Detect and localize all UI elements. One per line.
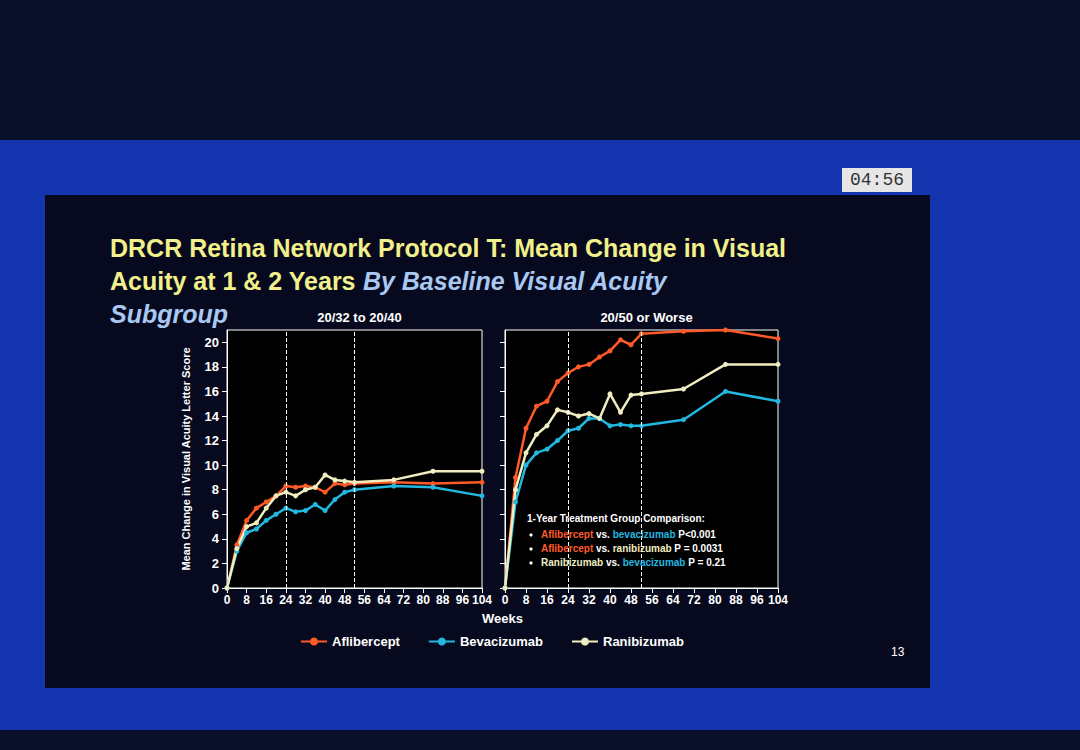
svg-text:80: 80 [708, 593, 722, 607]
svg-text:96: 96 [456, 593, 470, 607]
svg-text:56: 56 [645, 593, 659, 607]
svg-text:20: 20 [205, 335, 219, 350]
svg-text:48: 48 [624, 593, 638, 607]
svg-text:8: 8 [212, 482, 219, 497]
svg-text:64: 64 [377, 593, 391, 607]
svg-text:14: 14 [205, 409, 220, 424]
svg-text:24: 24 [279, 593, 293, 607]
svg-text:32: 32 [299, 593, 313, 607]
svg-text:vs.: vs. [596, 543, 610, 554]
svg-text:Aflibercept: Aflibercept [541, 529, 594, 540]
svg-text:96: 96 [750, 593, 764, 607]
svg-text:16: 16 [205, 384, 219, 399]
svg-text:bevacizumab: bevacizumab [613, 529, 676, 540]
svg-text:1-Year Treatment Group Compari: 1-Year Treatment Group Comparison: [527, 513, 705, 524]
svg-text:104: 104 [472, 593, 492, 607]
svg-text:bevacizumab: bevacizumab [623, 557, 686, 568]
svg-text:13: 13 [891, 645, 905, 659]
svg-text:72: 72 [687, 593, 701, 607]
svg-text:8: 8 [523, 593, 530, 607]
svg-text:80: 80 [416, 593, 430, 607]
svg-text:Mean Change in Visual Acuity L: Mean Change in Visual Acuity Letter Scor… [180, 347, 192, 570]
svg-text:vs.: vs. [606, 557, 620, 568]
svg-text:0: 0 [502, 593, 509, 607]
svg-text:Ranibizumab: Ranibizumab [541, 557, 603, 568]
svg-text:8: 8 [243, 593, 250, 607]
svg-text:DRCR Retina Network Protocol T: DRCR Retina Network Protocol T: Mean Cha… [110, 234, 786, 262]
svg-text:Bevacizumab: Bevacizumab [460, 634, 543, 649]
svg-text:Aflibercept: Aflibercept [541, 543, 594, 554]
svg-text:56: 56 [358, 593, 372, 607]
svg-text:32: 32 [582, 593, 596, 607]
svg-text:48: 48 [338, 593, 352, 607]
svg-text:40: 40 [603, 593, 617, 607]
svg-text:104: 104 [768, 593, 788, 607]
svg-text:20/32 to 20/40: 20/32 to 20/40 [317, 310, 402, 325]
svg-text:Weeks: Weeks [482, 611, 523, 626]
svg-text:By Baseline Visual Acuity: By Baseline Visual Acuity [363, 267, 668, 295]
svg-text:P = 0.0031: P = 0.0031 [674, 543, 723, 554]
svg-text:04:56: 04:56 [850, 170, 904, 190]
svg-text:72: 72 [397, 593, 411, 607]
svg-text:0: 0 [224, 593, 231, 607]
svg-text:P = 0.21: P = 0.21 [688, 557, 726, 568]
svg-text:0: 0 [212, 581, 219, 596]
svg-text:P<0.001: P<0.001 [678, 529, 716, 540]
svg-text:88: 88 [729, 593, 743, 607]
svg-text:10: 10 [205, 458, 219, 473]
svg-text:Acuity at 1 & 2 Years: Acuity at 1 & 2 Years [110, 267, 362, 295]
svg-text:24: 24 [561, 593, 575, 607]
svg-text:Subgroup: Subgroup [110, 300, 228, 328]
svg-text:2: 2 [212, 556, 219, 571]
svg-text:40: 40 [318, 593, 332, 607]
svg-text:Ranibizumab: Ranibizumab [603, 634, 684, 649]
svg-text:20/50 or Worse: 20/50 or Worse [600, 310, 692, 325]
svg-text:6: 6 [212, 507, 219, 522]
svg-text:16: 16 [260, 593, 274, 607]
svg-text:4: 4 [212, 531, 220, 546]
svg-text:12: 12 [205, 433, 219, 448]
svg-text:16: 16 [540, 593, 554, 607]
svg-text:Aflibercept: Aflibercept [332, 634, 401, 649]
svg-text:64: 64 [666, 593, 680, 607]
svg-text:vs.: vs. [596, 529, 610, 540]
svg-text:18: 18 [205, 359, 219, 374]
svg-text:88: 88 [436, 593, 450, 607]
svg-text:ranibizumab: ranibizumab [613, 543, 672, 554]
